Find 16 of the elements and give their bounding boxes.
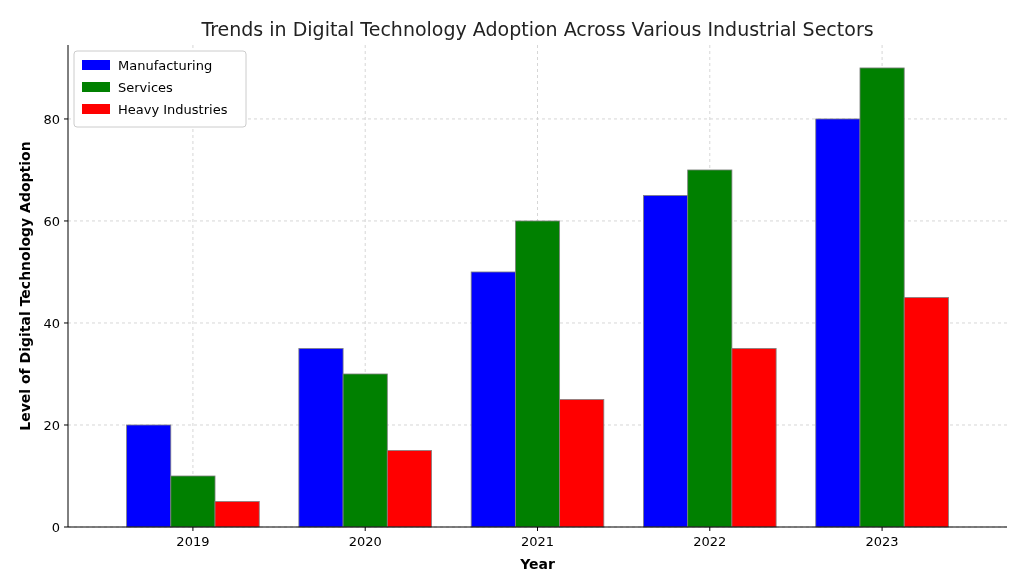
y-axis-title: Level of Digital Technology Adoption	[17, 141, 33, 431]
x-tick-label: 2023	[865, 534, 899, 549]
chart-title: Trends in Digital Technology Adoption Across Various Industrial Sectors	[200, 18, 874, 40]
y-tick-label: 0	[51, 519, 60, 535]
y-tick-label: 80	[43, 111, 60, 127]
y-tick-label: 40	[43, 315, 60, 331]
x-tick-label: 2021	[520, 534, 555, 549]
x-axis-title: Year	[519, 556, 555, 572]
legend-label: Services	[118, 79, 174, 95]
y-tick-label: 20	[43, 417, 60, 433]
legend-label: Heavy Industries	[118, 101, 228, 117]
x-tick-label: 2022	[693, 534, 727, 549]
y-tick-label: 60	[43, 213, 60, 229]
x-tick-label: 2020	[348, 534, 382, 549]
legend-label: Manufacturing	[118, 57, 213, 73]
x-tick-label: 2019	[176, 534, 210, 549]
